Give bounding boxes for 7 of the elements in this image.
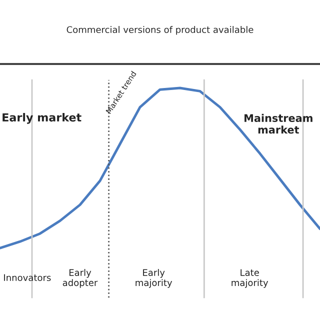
annotation: Early market: [2, 112, 82, 124]
annotation: Mainstream market: [244, 114, 312, 134]
chart-title: Commercial versions of product available: [66, 26, 254, 35]
text: Early adopter: [62, 268, 98, 288]
text: Innovators: [4, 274, 51, 282]
text: Late majority: [232, 269, 268, 288]
text: Early majority: [136, 268, 172, 288]
